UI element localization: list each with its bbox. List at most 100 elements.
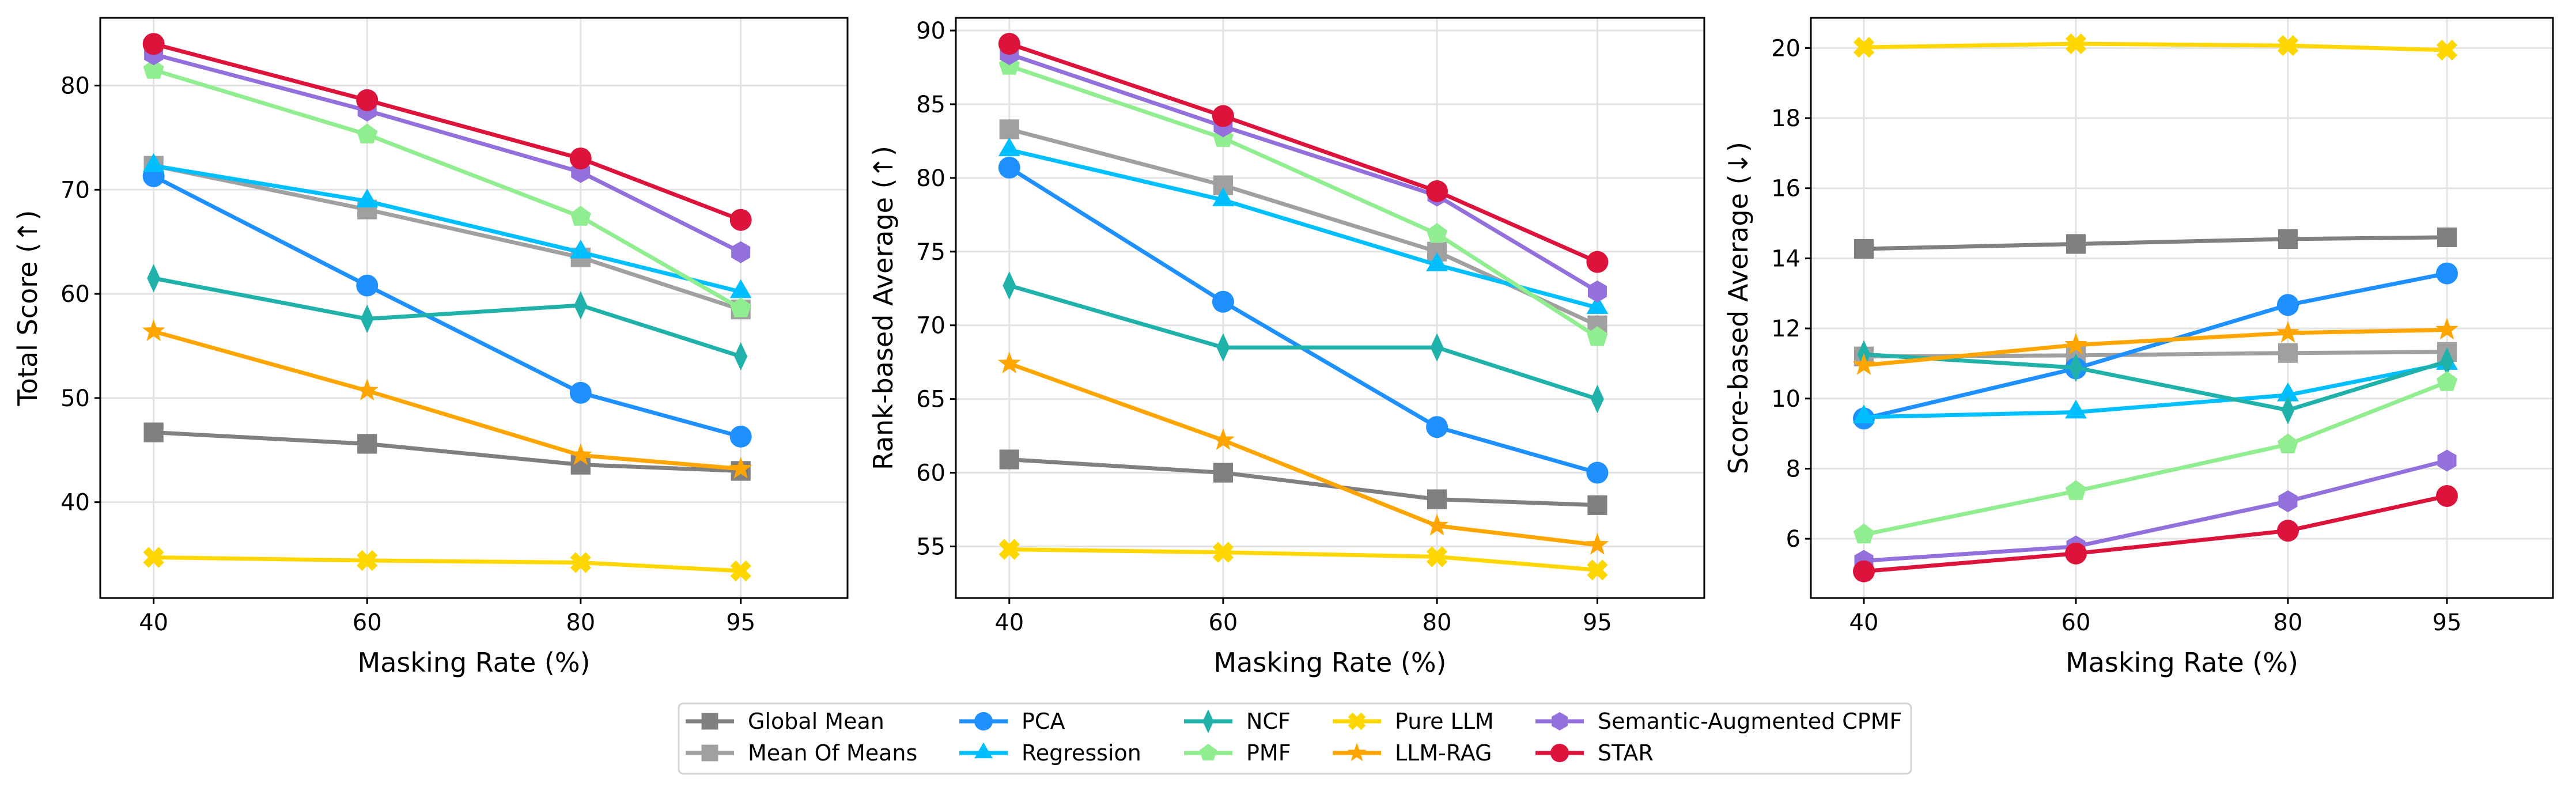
y-tick-label: 18 bbox=[1771, 105, 1800, 132]
x-axis-label: Masking Rate (%) bbox=[358, 647, 591, 678]
data-point bbox=[360, 304, 374, 334]
data-point bbox=[1853, 36, 1875, 58]
x-axis-label: Masking Rate (%) bbox=[2066, 647, 2298, 678]
series-line bbox=[153, 164, 742, 294]
y-tick-label: 50 bbox=[60, 385, 90, 412]
legend-label: Regression bbox=[1022, 740, 1141, 766]
data-point bbox=[1853, 404, 1875, 423]
data-point bbox=[1427, 489, 1447, 509]
data-point bbox=[2436, 485, 2458, 507]
series-pca bbox=[998, 156, 1609, 484]
data-point bbox=[998, 137, 1020, 157]
legend-label: PCA bbox=[1022, 709, 1065, 734]
data-point bbox=[1587, 280, 1607, 302]
x-tick-label: 95 bbox=[2433, 610, 2462, 636]
series-ncf bbox=[1003, 271, 1604, 414]
y-tick-label: 10 bbox=[1771, 386, 1800, 412]
data-point bbox=[1426, 252, 1448, 271]
y-tick-label: 85 bbox=[916, 92, 945, 118]
data-point bbox=[2437, 449, 2457, 472]
series-line bbox=[1008, 127, 1598, 327]
data-point bbox=[729, 279, 752, 298]
series-star bbox=[1853, 485, 2458, 582]
series-line bbox=[1863, 271, 2448, 421]
x-tick-label: 40 bbox=[994, 610, 1024, 636]
series-pmf bbox=[998, 55, 1608, 346]
series-pca bbox=[142, 165, 752, 448]
data-point bbox=[569, 443, 592, 465]
data-point bbox=[1853, 523, 1875, 544]
series-global-mean bbox=[999, 449, 1607, 515]
data-point bbox=[998, 156, 1020, 179]
data-point bbox=[357, 123, 378, 143]
data-point bbox=[1853, 239, 1874, 259]
data-point bbox=[1426, 223, 1448, 243]
data-point bbox=[143, 547, 164, 568]
legend-marker bbox=[974, 712, 993, 731]
x-tick-label: 60 bbox=[353, 610, 382, 636]
data-point bbox=[1586, 461, 1609, 484]
data-point bbox=[1586, 532, 1609, 555]
axes-frame bbox=[99, 17, 849, 599]
series-line bbox=[153, 164, 742, 312]
data-point bbox=[1586, 295, 1609, 314]
data-point bbox=[1425, 513, 1448, 536]
data-point bbox=[1853, 560, 1875, 582]
series-line bbox=[1863, 328, 2448, 368]
series-line bbox=[1863, 352, 2448, 412]
data-point bbox=[142, 33, 165, 55]
series-line bbox=[1008, 361, 1598, 547]
data-point bbox=[1212, 428, 1235, 451]
data-point bbox=[1430, 333, 1444, 362]
data-point bbox=[997, 351, 1021, 374]
data-point bbox=[998, 539, 1020, 560]
y-tick-label: 70 bbox=[916, 313, 945, 339]
series-line bbox=[153, 68, 742, 311]
data-point bbox=[1212, 187, 1234, 207]
series-pure-llm bbox=[143, 547, 751, 582]
series-regression bbox=[1853, 351, 2458, 423]
data-point bbox=[2436, 39, 2458, 61]
legend-marker bbox=[974, 742, 993, 759]
series-line bbox=[1008, 283, 1598, 401]
x-tick-label: 95 bbox=[726, 610, 755, 636]
x-tick-label: 60 bbox=[2061, 610, 2091, 636]
series-line bbox=[1008, 165, 1598, 475]
series-line bbox=[1009, 457, 1598, 508]
legend-marker bbox=[1347, 743, 1367, 762]
data-point bbox=[2278, 343, 2298, 363]
legend-item: PMF bbox=[1184, 740, 1291, 766]
series-llm-rag bbox=[997, 351, 1609, 555]
x-tick-label: 80 bbox=[566, 610, 595, 636]
data-point bbox=[356, 188, 379, 208]
series-line bbox=[153, 430, 741, 473]
x-tick-label: 95 bbox=[1583, 610, 1612, 636]
legend-marker bbox=[1550, 744, 1569, 762]
data-point bbox=[2437, 227, 2457, 247]
legend-label: LLM-RAG bbox=[1395, 740, 1492, 766]
x-tick-label: 40 bbox=[1849, 610, 1879, 636]
data-point bbox=[143, 59, 164, 79]
series-llm-rag bbox=[1852, 317, 2458, 375]
data-point bbox=[731, 241, 751, 263]
data-point bbox=[1426, 546, 1448, 567]
legend-marker bbox=[701, 744, 718, 762]
legend-label: NCF bbox=[1246, 709, 1291, 734]
series-pmf bbox=[143, 59, 751, 317]
chart-panel-1: 40 50 60 70 80 40 60 80 95 Masking Rate (%) Total … bbox=[12, 17, 849, 678]
data-point bbox=[569, 239, 592, 259]
data-point bbox=[569, 147, 592, 170]
data-point bbox=[570, 206, 591, 226]
data-point bbox=[2065, 33, 2087, 55]
data-point bbox=[1587, 559, 1608, 581]
y-tick-label: 60 bbox=[916, 460, 945, 487]
x-tick-label: 80 bbox=[1423, 610, 1452, 636]
data-point bbox=[1587, 495, 1607, 515]
series-line bbox=[1008, 41, 1598, 264]
data-point bbox=[2066, 234, 2086, 254]
legend-item: PCA bbox=[959, 709, 1065, 734]
data-point bbox=[730, 297, 751, 317]
y-tick-label: 12 bbox=[1771, 316, 1800, 342]
series-line bbox=[1008, 52, 1599, 293]
chart-panel-2: 55 60 65 70 75 80 85 90 40 60 80 95 Masking Rate (%)… bbox=[868, 17, 1705, 678]
